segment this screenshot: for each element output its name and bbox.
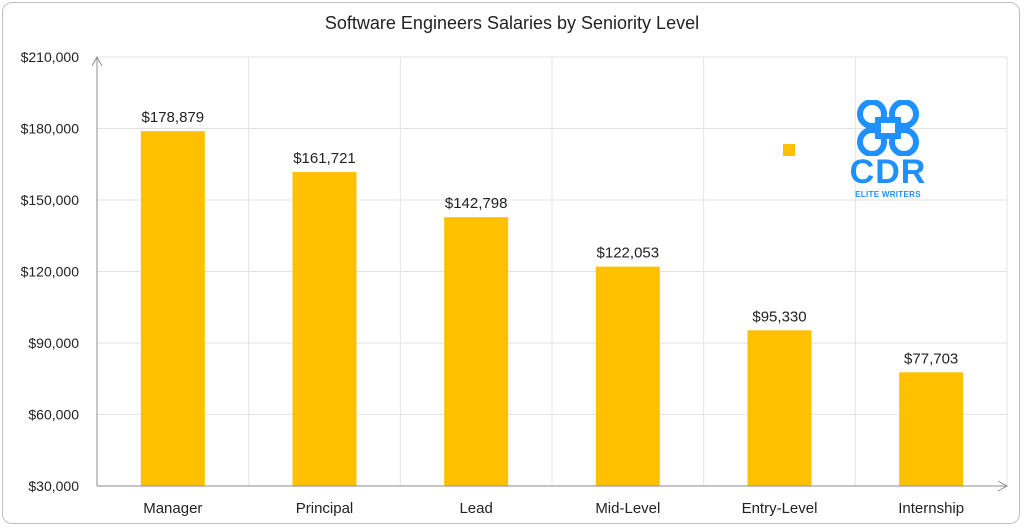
cdr-logo: CDR ELITE WRITERS <box>848 100 928 202</box>
x-tick-label: Internship <box>898 500 964 517</box>
x-tick-label: Entry-Level <box>742 500 818 517</box>
bar <box>899 372 964 486</box>
bar <box>595 266 660 486</box>
clover-loop <box>889 127 919 156</box>
y-axis-arrow <box>91 55 103 67</box>
x-tick-label: Mid-Level <box>595 500 660 517</box>
y-tick-label: $180,000 <box>21 121 80 137</box>
y-tick-label: $60,000 <box>28 407 79 423</box>
y-tick-label: $120,000 <box>21 264 80 280</box>
x-axis-arrow <box>997 480 1009 492</box>
x-tick-label: Lead <box>459 500 492 517</box>
logo-subtext: ELITE WRITERS <box>855 190 921 199</box>
bar <box>444 217 509 486</box>
data-label: $122,053 <box>597 245 660 262</box>
legend-marker <box>783 144 795 156</box>
bar <box>140 131 205 486</box>
clover-loop <box>889 100 919 129</box>
x-tick-label: Principal <box>296 500 354 517</box>
data-label: $178,879 <box>142 109 205 126</box>
y-tick-label: $150,000 <box>21 192 80 208</box>
clover-loop <box>857 127 887 156</box>
y-tick-label: $210,000 <box>21 49 80 65</box>
y-tick-label: $30,000 <box>28 478 79 494</box>
chart-title: Software Engineers Salaries by Seniority… <box>324 13 700 33</box>
bar <box>292 172 357 487</box>
data-label: $77,703 <box>904 350 958 367</box>
data-label: $95,330 <box>752 308 806 325</box>
y-tick-label: $90,000 <box>28 335 79 351</box>
clover-center <box>875 117 901 139</box>
logo-text: CDR <box>849 153 927 191</box>
x-tick-label: Manager <box>143 500 202 517</box>
data-label: $161,721 <box>293 150 356 167</box>
clover-icon <box>857 100 919 156</box>
bar <box>747 330 812 486</box>
clover-loop <box>857 100 887 129</box>
data-label: $142,798 <box>445 195 508 212</box>
